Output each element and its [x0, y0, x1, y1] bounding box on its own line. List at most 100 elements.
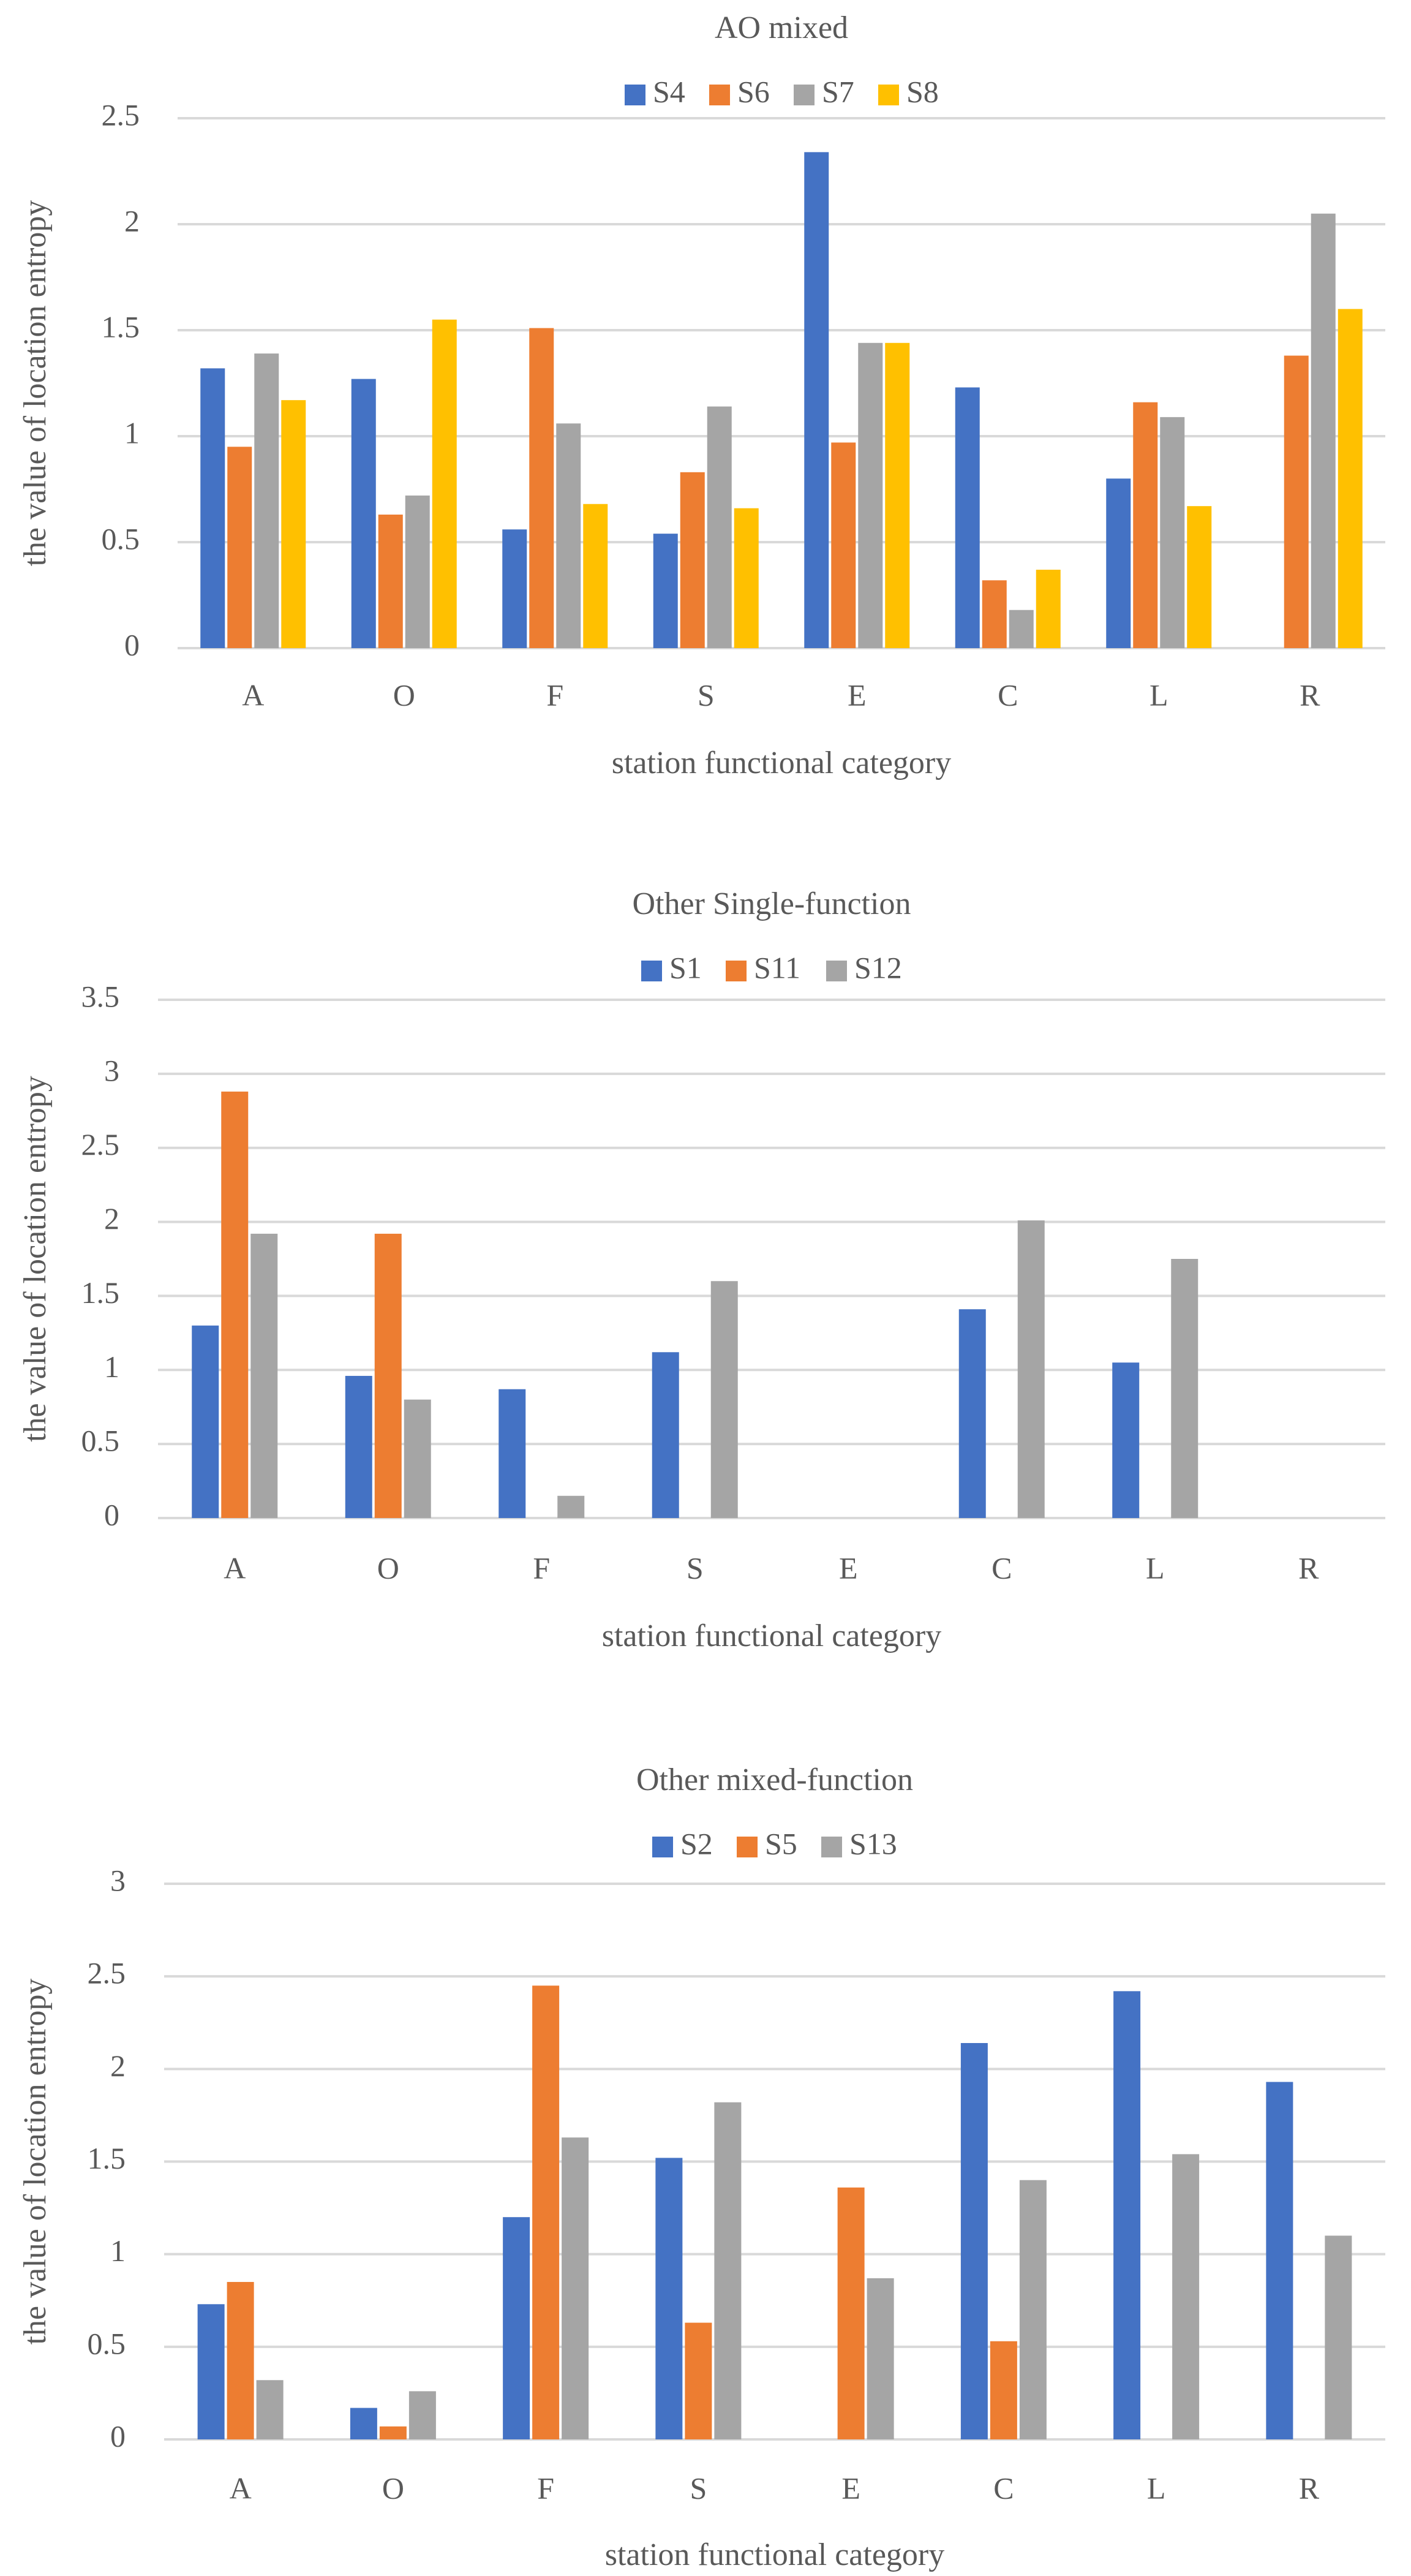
y-tick-label: 0.5: [88, 2326, 126, 2360]
bar-s4-l: [1106, 478, 1131, 648]
bar-s4-o: [351, 379, 376, 648]
bar-s1-c: [958, 1309, 986, 1518]
x-tick-label: O: [382, 2471, 404, 2505]
bar-s1-s: [652, 1352, 679, 1518]
bar-s1-a: [192, 1325, 219, 1518]
y-tick-label: 2: [110, 2049, 126, 2083]
legend-label: S8: [906, 74, 939, 108]
chart-panel-other-single-function: Other Single-function S1 S11 S12 0 0.5 1 1.5 2 2.…: [18, 886, 1385, 1653]
bar-s2-s: [655, 2158, 683, 2439]
x-axis-title: station functional category: [605, 2537, 944, 2572]
x-tick-label: F: [537, 2471, 554, 2505]
x-tick-label: E: [841, 2471, 860, 2505]
bar-s8-c: [1036, 569, 1061, 648]
bar-s4-a: [200, 368, 225, 648]
x-tick-label: R: [1299, 2471, 1320, 2505]
legend-label: S6: [737, 74, 770, 108]
chart-title: Other Single-function: [633, 886, 911, 921]
y-axis-title: the value of location entropy: [18, 1076, 53, 1442]
legend-label: S12: [854, 950, 902, 984]
bar-s6-f: [529, 328, 554, 648]
x-tick-label: R: [1298, 1551, 1319, 1585]
legend-item-s5: S5: [737, 1826, 797, 1860]
legend-swatch: [709, 85, 730, 105]
y-tick-label: 0: [104, 1497, 119, 1532]
bar-s8-a: [281, 400, 306, 648]
bar-s2-f: [503, 2217, 530, 2439]
y-tick-label: 3: [110, 1863, 126, 1897]
bar-s4-f: [502, 529, 527, 648]
x-tick-label: C: [993, 2471, 1014, 2505]
bar-s8-o: [432, 319, 457, 648]
y-tick-label: 3: [104, 1053, 119, 1087]
bar-s7-e: [858, 342, 883, 648]
y-tick-label: 3.5: [81, 979, 120, 1013]
bar-s5-e: [837, 2187, 865, 2439]
legend-swatch: [641, 961, 662, 981]
bar-s5-a: [227, 2282, 254, 2439]
bar-s12-f: [557, 1495, 585, 1518]
x-axis-title: station functional category: [612, 746, 951, 780]
y-axis-title: the value of location entropy: [18, 1979, 53, 2345]
chart-panel-other-mixed-function: Other mixed-function S2 S5 S13 0 0.5 1 1.5 2 2.5 3…: [18, 1762, 1385, 2572]
x-tick-label: O: [393, 678, 415, 712]
bar-s13-c: [1019, 2180, 1047, 2439]
chart-title: Other mixed-function: [636, 1762, 913, 1797]
bar-s13-a: [256, 2380, 284, 2439]
legend-label: S2: [680, 1826, 713, 1860]
bar-s6-a: [227, 447, 252, 648]
legend-label: S5: [765, 1826, 797, 1860]
legend-swatch: [878, 85, 899, 105]
bar-s7-f: [556, 423, 581, 648]
legend-item-s13: S13: [821, 1826, 897, 1860]
bar-s4-s: [653, 534, 678, 648]
bar-s7-a: [254, 353, 279, 648]
bar-s11-o: [374, 1233, 402, 1518]
legend-swatch: [821, 1837, 842, 1857]
bar-s5-c: [990, 2341, 1017, 2439]
x-tick-label: E: [839, 1551, 858, 1585]
legend-label: S1: [669, 950, 702, 984]
bar-s6-l: [1133, 402, 1158, 648]
y-tick-label: 1.5: [81, 1275, 120, 1310]
y-tick-label: 2.5: [88, 1956, 126, 1990]
bar-s4-e: [804, 152, 829, 649]
x-tick-label: L: [1149, 678, 1168, 712]
y-tick-label: 2: [104, 1201, 119, 1236]
bar-s2-l: [1113, 1991, 1141, 2439]
x-tick-label: C: [991, 1551, 1012, 1585]
y-tick-label: 0.5: [102, 521, 140, 556]
legend-label: S4: [653, 74, 685, 108]
legend-item-s7: S7: [794, 74, 854, 108]
x-tick-label: A: [242, 678, 264, 712]
bar-s12-s: [710, 1281, 738, 1518]
x-tick-label: A: [224, 1551, 246, 1585]
legend-item-s12: S12: [826, 950, 902, 984]
legend-swatch: [794, 85, 815, 105]
x-tick-label: F: [546, 678, 563, 712]
legend-label: S7: [822, 74, 854, 108]
bar-s5-f: [532, 1985, 560, 2439]
bar-s13-f: [562, 2137, 589, 2439]
x-tick-label: S: [698, 678, 715, 712]
bar-s8-r: [1338, 309, 1363, 648]
bar-s7-c: [1009, 610, 1034, 648]
x-tick-label: L: [1147, 2471, 1166, 2505]
bar-s2-c: [960, 2043, 988, 2439]
x-tick-label: O: [377, 1551, 399, 1585]
legend-item-s11: S11: [726, 950, 800, 984]
bar-s8-l: [1187, 506, 1212, 648]
chart-title: AO mixed: [715, 10, 848, 45]
y-tick-label: 2.5: [81, 1127, 120, 1161]
bar-s7-s: [707, 406, 732, 648]
x-tick-label: E: [848, 678, 867, 712]
bar-s12-l: [1171, 1259, 1198, 1518]
bar-s6-o: [378, 515, 403, 648]
legend-swatch: [826, 961, 847, 981]
bar-s6-r: [1284, 355, 1309, 648]
bar-s13-s: [714, 2102, 742, 2439]
bar-s6-s: [680, 472, 705, 648]
bar-s8-e: [885, 342, 910, 648]
legend: S2 S5 S13: [652, 1826, 897, 1860]
